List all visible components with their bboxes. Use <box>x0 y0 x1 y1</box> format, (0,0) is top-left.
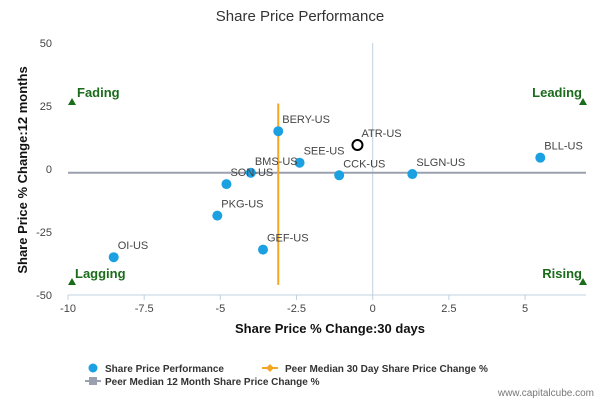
x-tick-label: 5 <box>522 303 528 315</box>
data-point-label: BMS-US <box>255 156 298 168</box>
data-point-label: OI-US <box>118 240 149 252</box>
data-point-highlighted <box>351 139 364 152</box>
quadrant-label-bottom-left: Lagging <box>75 266 126 281</box>
legend-marker-peer-30d <box>266 364 274 372</box>
x-tick-label: 0 <box>370 303 376 315</box>
x-tick-label: -2.5 <box>287 303 306 315</box>
quadrant-marker-top-right <box>579 98 587 105</box>
data-point-label: BERY-US <box>282 114 330 126</box>
legend-label-share-price: Share Price Performance <box>105 364 224 375</box>
chart-title: Share Price Performance <box>216 8 384 25</box>
watermark: www.capitalcube.com <box>497 388 594 399</box>
x-tick-label: -7.5 <box>135 303 154 315</box>
data-point-label: SLGN-US <box>416 157 465 169</box>
y-tick-label: -50 <box>36 290 52 302</box>
data-point <box>245 167 256 178</box>
data-point <box>108 252 119 263</box>
y-tick-label: 0 <box>46 164 52 176</box>
data-point-label: BLL-US <box>544 141 583 153</box>
data-point-label: SEE-US <box>304 146 345 158</box>
y-axis-title: Share Price % Change:12 months <box>15 66 30 273</box>
legend-label-peer-30d: Peer Median 30 Day Share Price Change % <box>285 364 488 375</box>
data-point-label: ATR-US <box>361 128 401 140</box>
quadrant-marker-top-left <box>68 98 76 105</box>
y-tick-label: -25 <box>36 227 52 239</box>
quadrant-marker-bottom-left <box>68 278 76 285</box>
data-point <box>294 157 305 168</box>
data-point-label: SON-US <box>230 167 273 179</box>
data-point-label: PKG-US <box>221 199 263 211</box>
x-tick-label: -5 <box>215 303 225 315</box>
x-axis-title: Share Price % Change:30 days <box>235 321 425 336</box>
data-point <box>221 179 232 190</box>
data-point-label: GEF-US <box>267 233 309 245</box>
x-tick-label: -10 <box>60 303 76 315</box>
data-point-label: CCK-US <box>343 158 385 170</box>
plot-area: -10 -7.5 -5 -2.5 0 2.5 5 50 25 0 -25 -50 Fading Leadi… <box>36 38 587 315</box>
legend-label-peer-12m: Peer Median 12 Month Share Price Change … <box>105 377 320 388</box>
x-tick-label: 2.5 <box>441 303 456 315</box>
y-tick-label: 50 <box>40 38 52 50</box>
quadrant-marker-bottom-right <box>579 278 587 285</box>
legend: Share Price Performance Peer Median 30 Da… <box>85 363 488 388</box>
data-point <box>273 126 284 137</box>
data-point <box>258 244 269 255</box>
y-tick-label: 25 <box>40 101 52 113</box>
data-point <box>535 152 546 163</box>
data-point <box>334 170 345 181</box>
quadrant-label-top-left: Fading <box>77 85 120 100</box>
quadrant-label-bottom-right: Rising <box>542 266 582 281</box>
legend-marker-peer-12m <box>89 377 97 385</box>
quadrant-label-top-right: Leading <box>532 85 582 100</box>
legend-marker-share-price <box>88 363 98 373</box>
data-point <box>212 210 223 221</box>
data-point <box>407 169 418 180</box>
